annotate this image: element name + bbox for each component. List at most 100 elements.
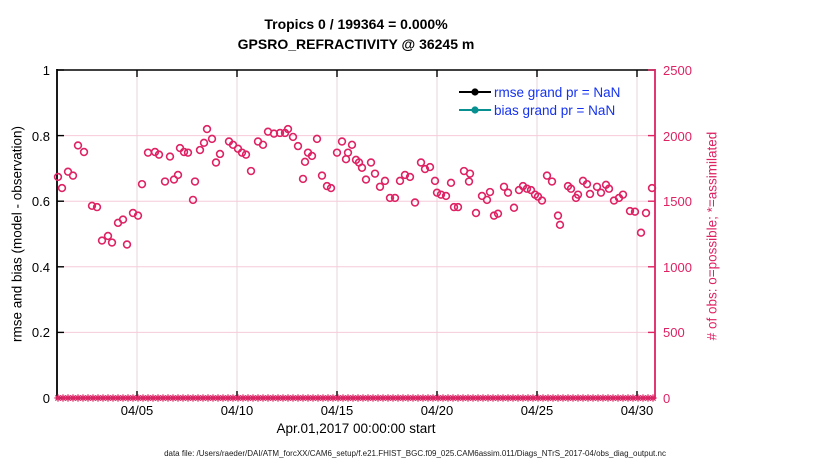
assimilated-obs-marker [149, 394, 157, 402]
possible-obs-marker [647, 183, 657, 193]
assimilated-obs-marker [169, 394, 177, 402]
assimilated-obs-marker [319, 394, 327, 402]
assimilated-obs-marker [419, 394, 427, 402]
possible-obs-marker [400, 170, 410, 180]
assimilated-obs-marker [534, 394, 542, 402]
assimilated-obs-marker [614, 394, 622, 402]
assimilated-obs-marker [484, 394, 492, 402]
assimilated-obs-marker [94, 394, 102, 402]
possible-obs-marker [137, 179, 147, 189]
assimilated-obs-marker [479, 394, 487, 402]
assimilated-obs-marker [129, 394, 137, 402]
possible-obs-marker [420, 164, 430, 174]
possible-obs-marker [573, 190, 583, 199]
possible-obs-marker [57, 183, 67, 193]
assimilated-obs-marker [364, 394, 372, 402]
assimilated-obs-marker [554, 394, 562, 402]
assimilated-obs-marker [584, 394, 592, 402]
assimilated-obs-marker [324, 394, 332, 402]
assimilated-obs-marker [524, 394, 532, 402]
x-tick-label: 04/15 [320, 403, 354, 418]
assimilated-obs-marker [279, 394, 287, 402]
legend-label-rmse: rmse grand pr = NaN [494, 84, 621, 100]
assimilated-obs-marker [609, 394, 617, 402]
possible-obs-marker [107, 238, 117, 247]
possible-obs-marker [357, 163, 367, 172]
assimilated-obs-marker [454, 394, 462, 402]
legend: rmse grand pr = NaN bias grand pr = NaN [458, 83, 620, 119]
assimilated-obs-marker [634, 394, 642, 402]
possible-obs-marker [228, 140, 238, 149]
possible-obs-marker [173, 170, 183, 180]
assimilated-obs-marker [299, 394, 307, 402]
assimilated-obs-marker [254, 394, 262, 402]
assimilated-obs-marker [214, 394, 222, 402]
assimilated-obs-marker [234, 394, 242, 402]
assimilated-obs-marker [529, 394, 537, 402]
assimilated-obs-marker [89, 394, 97, 402]
assimilated-obs-marker [264, 394, 272, 402]
assimilated-obs-marker [599, 394, 607, 402]
assimilated-obs-marker [434, 394, 442, 402]
possible-obs-marker [441, 191, 451, 201]
possible-obs-marker [585, 189, 595, 199]
possible-obs-marker [188, 195, 198, 205]
right-y-tick-label: 1000 [663, 259, 692, 275]
assimilated-obs-marker [249, 394, 257, 402]
assimilated-obs-marker [104, 394, 112, 402]
assimilated-obs-marker [294, 394, 302, 402]
right-y-tick-label: 0 [663, 391, 671, 406]
possible-obs-marker [298, 174, 308, 184]
assimilated-obs-marker [604, 394, 612, 402]
assimilated-obs-marker [219, 394, 227, 402]
possible-obs-markers [53, 124, 657, 249]
assimilated-obs-marker [564, 394, 572, 402]
assimilated-obs-marker [54, 394, 62, 402]
assimilated-obs-marker [579, 394, 587, 402]
chart-title-block: Tropics 0 / 199364 = 0.000% GPSRO_REFRAC… [57, 14, 655, 54]
possible-obs-marker [618, 190, 628, 199]
left-y-axis-label: rmse and bias (model - observation) [9, 125, 25, 343]
assimilated-obs-marker [499, 394, 507, 402]
assimilated-obs-marker [424, 394, 432, 402]
possible-obs-marker [195, 145, 205, 155]
possible-obs-marker [582, 179, 592, 189]
assimilated-obs-marker [464, 394, 472, 402]
assimilated-obs-marker [374, 394, 382, 402]
assimilated-obs-marker [574, 394, 582, 402]
possible-obs-marker [477, 191, 487, 201]
possible-obs-marker [246, 166, 256, 176]
possible-obs-marker [179, 147, 189, 157]
possible-obs-marker [275, 128, 285, 138]
bias-line-marker-icon [459, 106, 491, 114]
possible-obs-marker [97, 236, 107, 245]
possible-obs-marker [258, 140, 268, 149]
possible-obs-marker [555, 220, 565, 230]
assimilated-obs-marker [459, 394, 467, 402]
assimilated-obs-marker [179, 394, 187, 402]
possible-obs-marker [390, 193, 400, 203]
possible-obs-marker [92, 202, 102, 212]
assimilated-obs-marker [359, 394, 367, 402]
possible-obs-marker [237, 148, 247, 157]
assimilated-obs-marker [589, 394, 597, 402]
x-tick-label: 04/30 [620, 403, 654, 418]
possible-obs-marker [380, 176, 390, 186]
possible-obs-marker [183, 148, 193, 157]
assimilated-obs-band [54, 394, 657, 402]
assimilated-obs-marker [629, 394, 637, 402]
assimilated-obs-marker [494, 394, 502, 402]
possible-obs-marker [154, 150, 164, 159]
possible-obs-marker [604, 184, 614, 193]
assimilated-obs-marker [644, 394, 652, 402]
possible-obs-marker [202, 124, 212, 134]
left-y-tick-label: 0 [42, 391, 50, 406]
right-y-tick-label: 500 [663, 325, 685, 341]
possible-obs-marker [366, 158, 376, 167]
assimilated-obs-marker [544, 394, 552, 402]
assimilated-obs-marker [399, 394, 407, 402]
possible-obs-marker [103, 231, 113, 241]
chart-title-line1: Tropics 0 / 199364 = 0.000% [264, 16, 448, 32]
x-tick-label: 04/25 [520, 403, 554, 418]
